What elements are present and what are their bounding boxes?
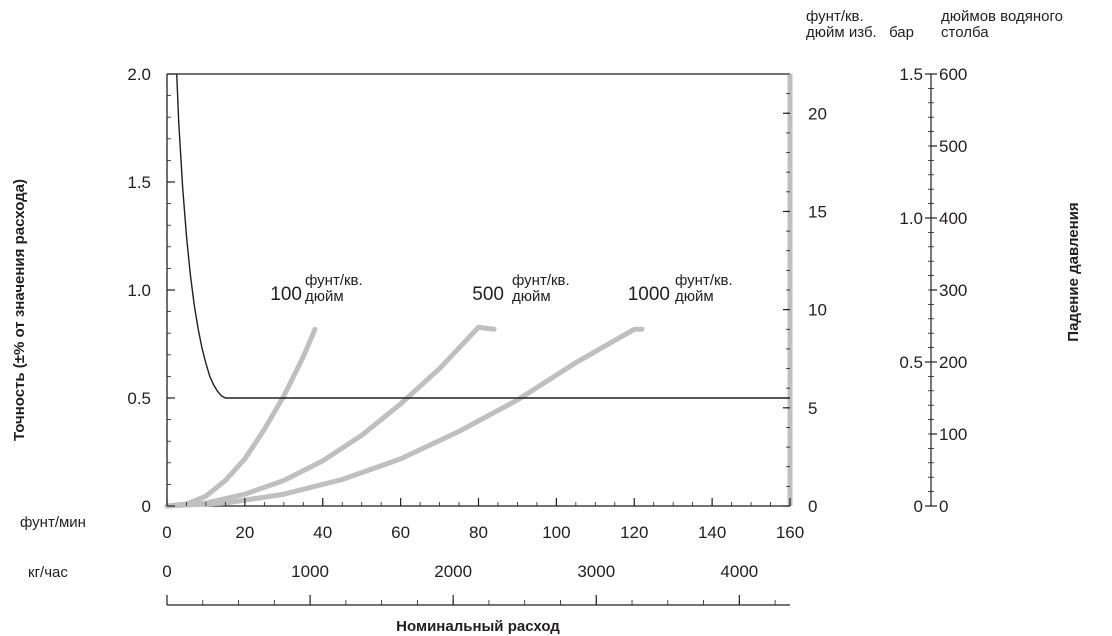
x-secondary-tick-label: 3000	[577, 562, 615, 581]
y-left-tick-label: 2.0	[127, 65, 151, 84]
x-tick-label: 80	[469, 523, 488, 542]
y-right-psi-tick-label: 5	[808, 399, 817, 418]
y-right-psi-tick-label: 15	[808, 202, 827, 221]
inwc-tick-label: 0	[939, 497, 948, 516]
pressure-drop-title: Падение давления	[1065, 202, 1082, 341]
inwc-tick-label: 400	[939, 209, 967, 228]
x-tick-label: 140	[698, 523, 726, 542]
y-left-tick-label: 1.5	[127, 173, 151, 192]
x-tick-label: 0	[162, 523, 171, 542]
y-right-psi-unit-line2: дюйм изб.	[806, 24, 877, 41]
x-secondary-tick-label: 2000	[434, 562, 472, 581]
curve-label-unit-line1: фунт/кв.	[675, 272, 733, 289]
x-tick-label: 160	[776, 523, 804, 542]
curve-label-number: 1000	[628, 284, 670, 305]
inwc-tick-label: 300	[939, 281, 967, 300]
x-secondary-tick-label: 4000	[720, 562, 758, 581]
inwc-tick-label: 600	[939, 65, 967, 84]
curve-label-unit-line1: фунт/кв.	[512, 272, 570, 289]
y-left-tick-label: 0	[142, 497, 151, 516]
curve-label-unit-line2: дюйм	[512, 288, 551, 305]
y-right-psi-tick-label: 10	[808, 301, 827, 320]
x-axis-title: Номинальный расход	[396, 618, 560, 635]
bar-tick-label: 0.5	[899, 353, 923, 372]
curve-label-number: 500	[472, 284, 504, 305]
data-series	[164, 73, 790, 509]
y-right-psi-unit-line1: фунт/кв.	[806, 8, 864, 25]
bar-unit: бар	[889, 24, 914, 41]
bar-tick-label: 0	[914, 497, 923, 516]
accuracy-curve	[176, 73, 790, 399]
pressure-curve-1000	[164, 326, 645, 509]
bar-tick-label: 1.0	[899, 209, 923, 228]
axes	[166, 73, 937, 606]
curve-label-number: 100	[270, 284, 302, 305]
curve-label-unit-line1: фунт/кв.	[305, 272, 363, 289]
curve-label-unit-line2: дюйм	[675, 288, 714, 305]
inwc-unit-line1: дюймов водяного	[941, 8, 1063, 25]
y-right-psi-tick-label: 0	[808, 497, 817, 516]
pressure-curve-100	[164, 326, 318, 509]
x-tick-label: 60	[391, 523, 410, 542]
x-tick-label: 120	[620, 523, 648, 542]
x-tick-label: 20	[235, 523, 254, 542]
pressure-curve-500	[164, 324, 497, 509]
inwc-tick-label: 500	[939, 137, 967, 156]
x-secondary-tick-label: 0	[162, 562, 171, 581]
x-tick-label: 100	[542, 523, 570, 542]
inwc-tick-label: 200	[939, 353, 967, 372]
x-secondary-tick-label: 1000	[291, 562, 329, 581]
y-right-psi-tick-label: 20	[808, 104, 827, 123]
x-unit-secondary: кг/час	[28, 564, 68, 581]
y-left-tick-label: 1.0	[127, 281, 151, 300]
x-unit-primary: фунт/мин	[20, 514, 86, 531]
bar-tick-label: 1.5	[899, 65, 923, 84]
y-left-axis-title: Точность (±% от значения расхода)	[11, 179, 28, 441]
curve-label-unit-line2: дюйм	[305, 288, 344, 305]
y-left-tick-label: 0.5	[127, 389, 151, 408]
inwc-tick-label: 100	[939, 425, 967, 444]
inwc-unit-line2: столба	[941, 24, 989, 41]
x-tick-label: 40	[313, 523, 332, 542]
